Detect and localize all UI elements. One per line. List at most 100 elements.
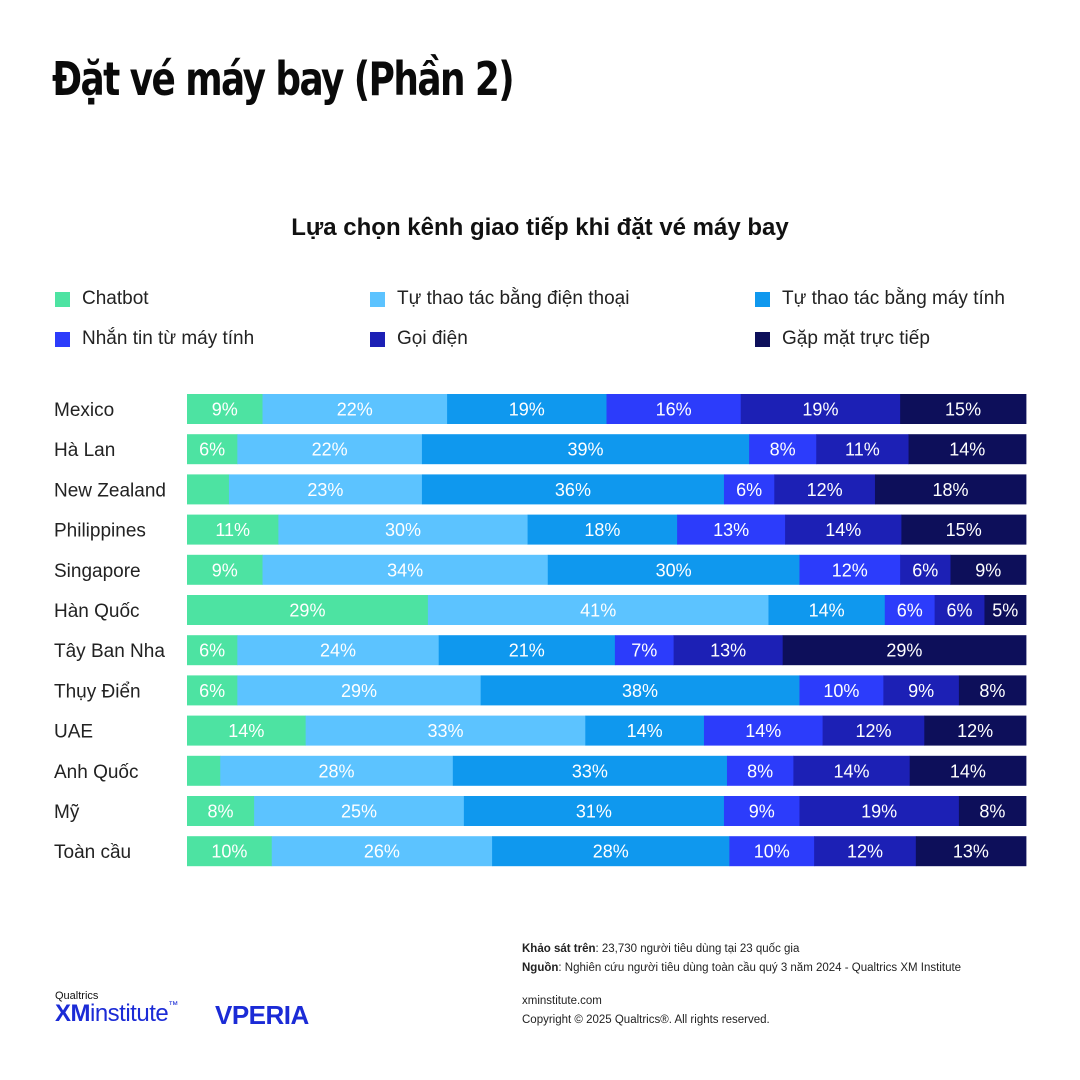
bar-segment xyxy=(447,394,607,424)
chart-legend: Chatbot Tự thao tác bằng điện thoại Tự t… xyxy=(55,288,1045,368)
data-label: 15% xyxy=(945,400,981,420)
bar-segment xyxy=(187,474,230,505)
legend-label: Chatbot xyxy=(82,288,149,309)
data-label: 18% xyxy=(584,520,620,540)
bar-segment xyxy=(723,474,775,505)
bar-segment xyxy=(703,715,824,746)
data-label: 16% xyxy=(656,400,692,420)
legend-label: Gọi điện xyxy=(397,328,468,349)
legend-label: Nhắn tin từ máy tính xyxy=(82,328,255,349)
data-label: 30% xyxy=(385,520,421,540)
bar-segment xyxy=(822,715,925,746)
legend-swatch xyxy=(755,291,770,307)
bar-segment xyxy=(187,635,238,666)
bar-segment xyxy=(908,434,1027,465)
website-link[interactable]: xminstitute.com xyxy=(522,995,602,1007)
category-label: Hàn Quốc xyxy=(54,601,140,622)
category-label: Singapore xyxy=(54,561,141,582)
bar-segment xyxy=(799,796,960,826)
data-label: 7% xyxy=(631,641,657,661)
bar-segment xyxy=(254,796,465,826)
data-label: 31% xyxy=(576,802,612,822)
bar-segment xyxy=(901,514,1027,545)
bar-segment xyxy=(958,675,1027,706)
data-label: 12% xyxy=(847,842,883,862)
bar-segment xyxy=(774,474,876,505)
data-label: 14% xyxy=(834,761,870,781)
bar-segment xyxy=(950,554,1027,585)
data-label: 15% xyxy=(946,520,982,540)
data-label: 9% xyxy=(749,802,775,822)
data-label: 13% xyxy=(713,520,749,540)
category-label: Hà Lan xyxy=(54,440,115,461)
data-label: 22% xyxy=(337,400,373,420)
bar-segment xyxy=(187,554,263,585)
bar-segment xyxy=(438,635,616,666)
bar-segment xyxy=(262,554,549,585)
vperia-logo: VPERIA xyxy=(215,1000,309,1030)
data-label: 21% xyxy=(509,641,545,661)
data-label: 9% xyxy=(908,681,934,701)
logo-institute: institute xyxy=(90,1000,169,1027)
bar-segment xyxy=(463,796,725,826)
logo-qualtrics-text: Qualtrics xyxy=(55,990,99,1002)
bar-segment xyxy=(884,595,936,625)
legend-item-in-person: Gặp mặt trực tiếp xyxy=(755,328,930,350)
bar-segment xyxy=(547,554,800,585)
legend-label: Tự thao tác bằng máy tính xyxy=(782,288,1005,309)
bar-segment xyxy=(421,434,750,465)
bar-segment xyxy=(427,595,769,625)
data-label: 6% xyxy=(199,440,225,460)
bar-segment xyxy=(915,836,1027,867)
data-label: 24% xyxy=(320,641,356,661)
data-label: 14% xyxy=(228,721,264,741)
bar-segment xyxy=(262,394,448,424)
bar-segment xyxy=(228,474,423,505)
qualtrics-xm-institute-logo: Qualtrics XMinstitute™ xyxy=(55,990,178,1028)
category-label: New Zealand xyxy=(54,480,166,501)
source-note: Nguồn: Nghiên cứu người tiêu dùng toàn c… xyxy=(522,959,961,978)
bar-segment xyxy=(480,675,800,706)
legend-item-phone-self-service: Tự thao tác bằng điện thoại xyxy=(370,288,629,310)
bar-segment xyxy=(749,434,817,465)
legend-label: Tự thao tác bằng điện thoại xyxy=(397,288,630,309)
data-label: 10% xyxy=(823,681,859,701)
data-label: 10% xyxy=(754,842,790,862)
legend-item-computer-self-service: Tự thao tác bằng máy tính xyxy=(755,288,1005,310)
bar-segment xyxy=(768,595,886,625)
data-label: 30% xyxy=(656,560,692,580)
data-label: 6% xyxy=(736,480,762,500)
data-label: 34% xyxy=(387,560,423,580)
data-label: 28% xyxy=(593,842,629,862)
bar-segment xyxy=(278,514,528,545)
data-label: 6% xyxy=(897,601,923,621)
bar-segment xyxy=(900,554,951,585)
footer-notes: Khảo sát trên: 23,730 người tiêu dùng tạ… xyxy=(522,940,961,978)
bar-segment xyxy=(723,796,800,826)
data-label: 33% xyxy=(427,721,463,741)
bar-segment xyxy=(187,836,273,867)
data-label: 6% xyxy=(199,681,225,701)
data-label: 14% xyxy=(825,520,861,540)
bar-segment xyxy=(527,514,678,545)
bar-segment xyxy=(187,394,263,424)
page-title: Đặt vé máy bay (Phần 2) xyxy=(52,52,515,106)
legend-swatch xyxy=(55,331,70,347)
chart-title: Lựa chọn kênh giao tiếp khi đặt vé máy b… xyxy=(291,214,789,241)
bar-segment xyxy=(909,755,1027,786)
stacked-bar-chart: Mexico 9% 22% 19% 16% 19% 15% Hà Lan 6% 22% 39% 8% 1… xyxy=(54,394,1027,867)
legend-item-phone-call: Gọi điện xyxy=(370,328,468,350)
bar-segment xyxy=(740,394,901,424)
data-label: 22% xyxy=(312,440,348,460)
data-label: 8% xyxy=(979,681,1005,701)
data-label: 8% xyxy=(208,802,234,822)
data-label: 41% xyxy=(580,601,616,621)
footer-website: xminstitute.com Copyright © 2025 Qualtri… xyxy=(522,992,770,1030)
survey-label: Khảo sát trên xyxy=(522,943,596,955)
bar-segment xyxy=(614,635,675,666)
logo-xm-institute: XMinstitute™ xyxy=(55,1000,178,1028)
survey-note: Khảo sát trên: 23,730 người tiêu dùng tạ… xyxy=(522,940,961,959)
data-label: 14% xyxy=(809,601,845,621)
bar-segment xyxy=(729,836,815,867)
data-label: 14% xyxy=(745,721,781,741)
